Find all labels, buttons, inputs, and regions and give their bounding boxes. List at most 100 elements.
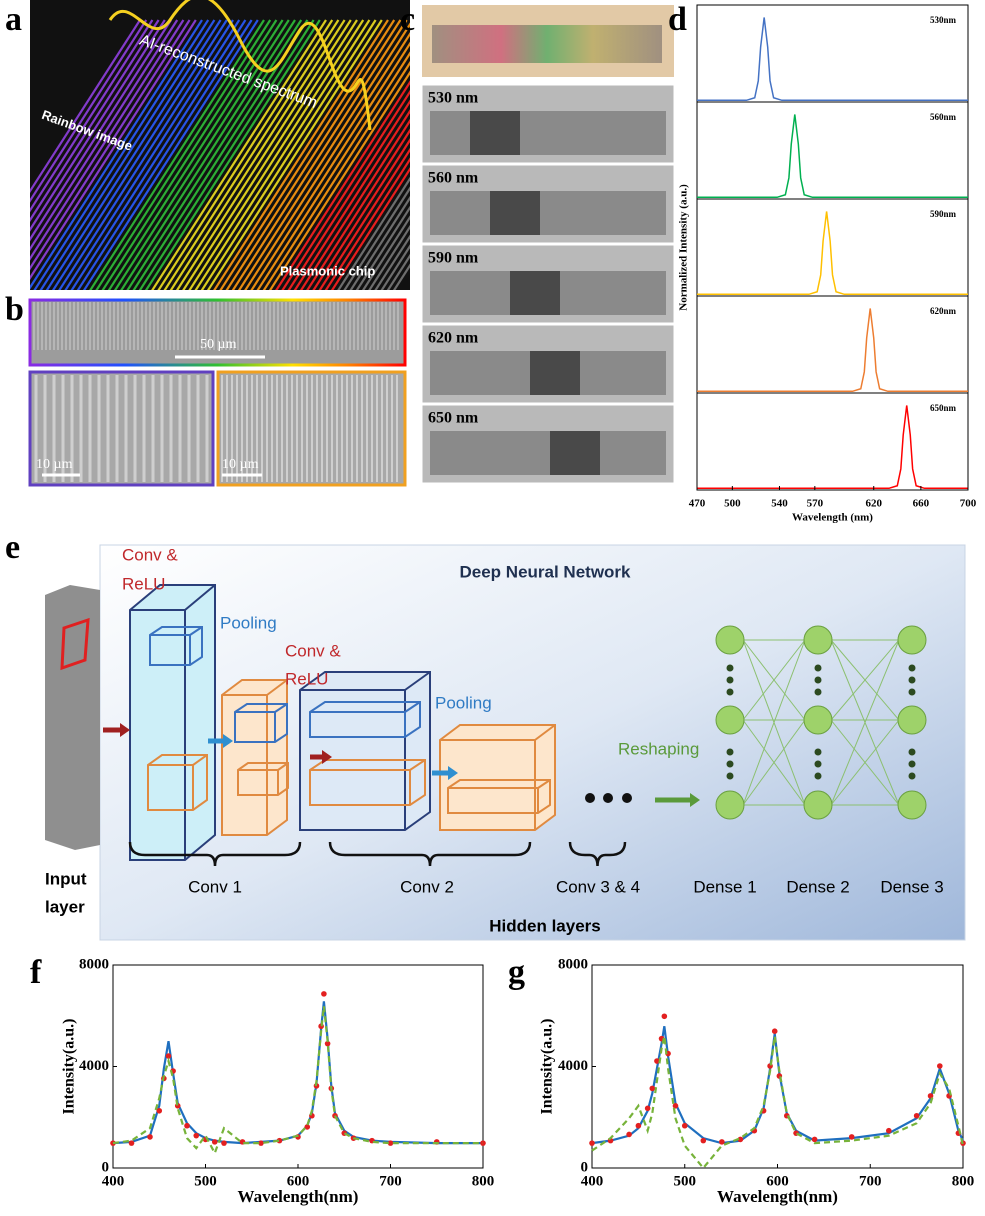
network-node: [897, 625, 927, 655]
arrow-head: [690, 793, 700, 807]
chip-stripe: [30, 19, 148, 203]
network-edge: [742, 719, 806, 806]
ccd-dark-band: [510, 271, 560, 315]
panel-label: f: [30, 954, 42, 991]
ellipsis-dot: [814, 748, 822, 756]
x-tick-label: 500: [674, 1173, 697, 1189]
chip-stripe: [380, 244, 410, 290]
x-tick-label: 660: [913, 498, 930, 510]
x-tick-label: 400: [581, 1173, 604, 1189]
chip-stripe: [355, 205, 410, 290]
chip-stripe: [107, 19, 284, 290]
data-point: [626, 1131, 632, 1138]
chip-stripe: [349, 195, 410, 290]
chip-stripe: [244, 31, 410, 290]
data-point: [147, 1134, 153, 1140]
chip-stripe: [39, 19, 216, 290]
ccd-dark-band: [490, 191, 540, 235]
ellipsis-dot: [622, 793, 632, 803]
scale-bar: 10 µm: [222, 457, 259, 472]
chip-stripe: [306, 128, 410, 290]
image-label: 590 nm: [428, 250, 479, 267]
chip-stripe: [312, 138, 410, 290]
x-axis-label: Wavelength (nm): [792, 512, 873, 524]
chip-stripe: [262, 60, 410, 290]
ellipsis-dot: [726, 688, 734, 696]
network-edge: [742, 639, 806, 721]
chip-stripe: [256, 51, 410, 290]
y-tick-label: 4000: [558, 1058, 588, 1074]
chip-stripe: [194, 19, 371, 290]
ellipsis-dot: [814, 772, 822, 780]
layer-box-edge: [537, 779, 551, 789]
layer-box-edge: [277, 762, 289, 771]
x-tick-label: 400: [102, 1173, 125, 1189]
data-point: [321, 991, 327, 997]
network-node: [803, 705, 833, 735]
x-tick-label: 700: [379, 1173, 402, 1189]
chip-stripe: [157, 19, 334, 290]
ellipsis-dot: [726, 748, 734, 756]
conv-relu-label: Conv &: [122, 545, 178, 564]
data-point: [193, 1132, 200, 1139]
x-tick-label: 800: [952, 1173, 975, 1189]
data-point: [681, 1122, 688, 1129]
data-point: [184, 1122, 190, 1129]
chip-stripe: [89, 19, 265, 290]
layer-box-edge: [189, 626, 203, 636]
chip-stripe: [138, 19, 315, 290]
layer-box: [237, 762, 289, 796]
brace: [128, 841, 302, 867]
data-point: [737, 1136, 744, 1143]
chip-stripe: [206, 19, 383, 290]
network-edge: [830, 639, 900, 806]
chip-stripe: [200, 19, 377, 290]
chip-stripe: [45, 19, 222, 290]
conv-relu-label: Conv &: [285, 641, 341, 660]
data-line: [697, 308, 968, 393]
chip-stripe: [30, 19, 160, 223]
plot-frame: [696, 4, 969, 103]
chip-label: Plasmonic chip: [280, 263, 375, 278]
hidden-layers-label: Hidden layers: [489, 916, 601, 935]
x-tick-label: 600: [766, 1173, 789, 1189]
network-node: [715, 705, 745, 735]
chip-stripe: [275, 80, 410, 290]
chip-stripe: [361, 215, 410, 290]
ellipsis-dot: [908, 748, 916, 756]
image-label: 620 nm: [428, 330, 479, 347]
sem-images: [28, 298, 407, 487]
pooling-label: Pooling: [435, 693, 492, 712]
chip-stripe: [30, 19, 191, 271]
chip-stripe: [58, 19, 234, 290]
layer-label: Dense 3: [880, 877, 943, 896]
data-line: [591, 1035, 965, 1170]
layer-label: Dense 1: [693, 877, 756, 896]
chip-stripe: [30, 19, 197, 280]
layer-box: [149, 626, 203, 666]
network-edge: [830, 719, 900, 806]
chip-stripe: [169, 19, 346, 290]
data-line: [697, 114, 968, 199]
ellipsis-dot: [814, 676, 822, 684]
chip-stripe: [126, 19, 303, 290]
data-point: [927, 1093, 934, 1099]
layer-box: [439, 724, 556, 831]
pooling-label: Pooling: [220, 613, 277, 632]
ccd-dark-band: [470, 111, 520, 155]
data-line: [112, 1001, 483, 1145]
ccd-strip: [430, 111, 666, 155]
data-point: [649, 1085, 656, 1092]
data-point: [811, 1136, 818, 1143]
layer-label: Conv 2: [400, 877, 454, 896]
data-line: [697, 405, 968, 490]
y-tick-label: 4000: [79, 1058, 109, 1074]
plot-frame: [696, 392, 969, 491]
chip-stripe: [101, 19, 278, 290]
x-tick-label: 470: [689, 498, 706, 510]
data-point: [672, 1103, 679, 1109]
chip-stripe: [30, 19, 172, 242]
layer-box: [147, 754, 208, 811]
panel-label: b: [5, 291, 24, 328]
x-tick-label: 700: [960, 498, 977, 510]
